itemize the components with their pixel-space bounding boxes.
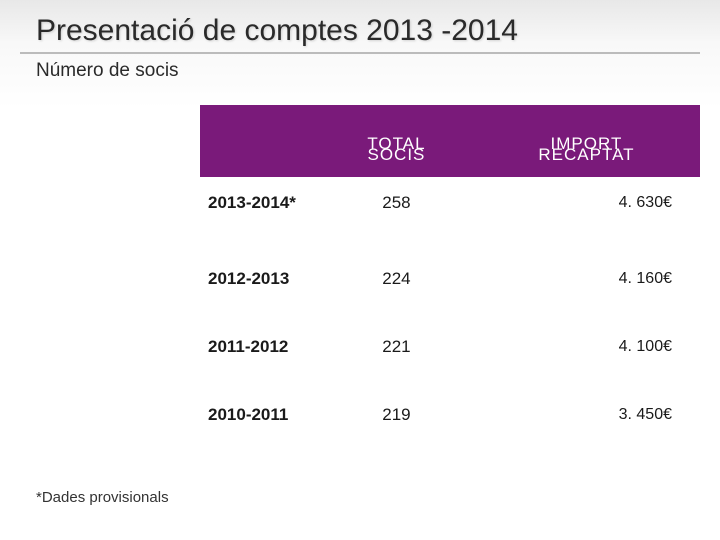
cell-socis: 224: [320, 245, 473, 313]
slide-subtitle: Número de socis: [0, 54, 720, 82]
table-row: 2010-2011 219 3. 450€: [200, 381, 700, 449]
header-socis-line2: SOCIS: [330, 146, 463, 163]
members-table: TOTAL SOCIS IMPORT RECAPTAT 2013-2014* 2…: [200, 105, 700, 449]
table-row: 2013-2014* 258 4. 630€: [200, 177, 700, 245]
cell-socis: 258: [320, 177, 473, 245]
header-import-line2: RECAPTAT: [483, 146, 690, 163]
header-blank: [200, 105, 320, 177]
header-import-recaptat: IMPORT RECAPTAT: [473, 105, 700, 177]
header-total-socis: TOTAL SOCIS: [320, 105, 473, 177]
cell-import: 4. 160€: [473, 245, 700, 313]
footnote: *Dades provisionals: [36, 489, 169, 506]
cell-socis: 219: [320, 381, 473, 449]
cell-import: 3. 450€: [473, 381, 700, 449]
table-header-row: TOTAL SOCIS IMPORT RECAPTAT: [200, 105, 700, 177]
table-row: 2012-2013 224 4. 160€: [200, 245, 700, 313]
members-table-wrap: TOTAL SOCIS IMPORT RECAPTAT 2013-2014* 2…: [200, 105, 700, 449]
slide-title: Presentació de comptes 2013 -2014: [0, 0, 720, 48]
cell-year: 2010-2011: [200, 381, 320, 449]
cell-year: 2011-2012: [200, 313, 320, 381]
cell-import: 4. 630€: [473, 177, 700, 245]
cell-year: 2012-2013: [200, 245, 320, 313]
cell-year: 2013-2014*: [200, 177, 320, 245]
table-row: 2011-2012 221 4. 100€: [200, 313, 700, 381]
cell-import: 4. 100€: [473, 313, 700, 381]
cell-socis: 221: [320, 313, 473, 381]
